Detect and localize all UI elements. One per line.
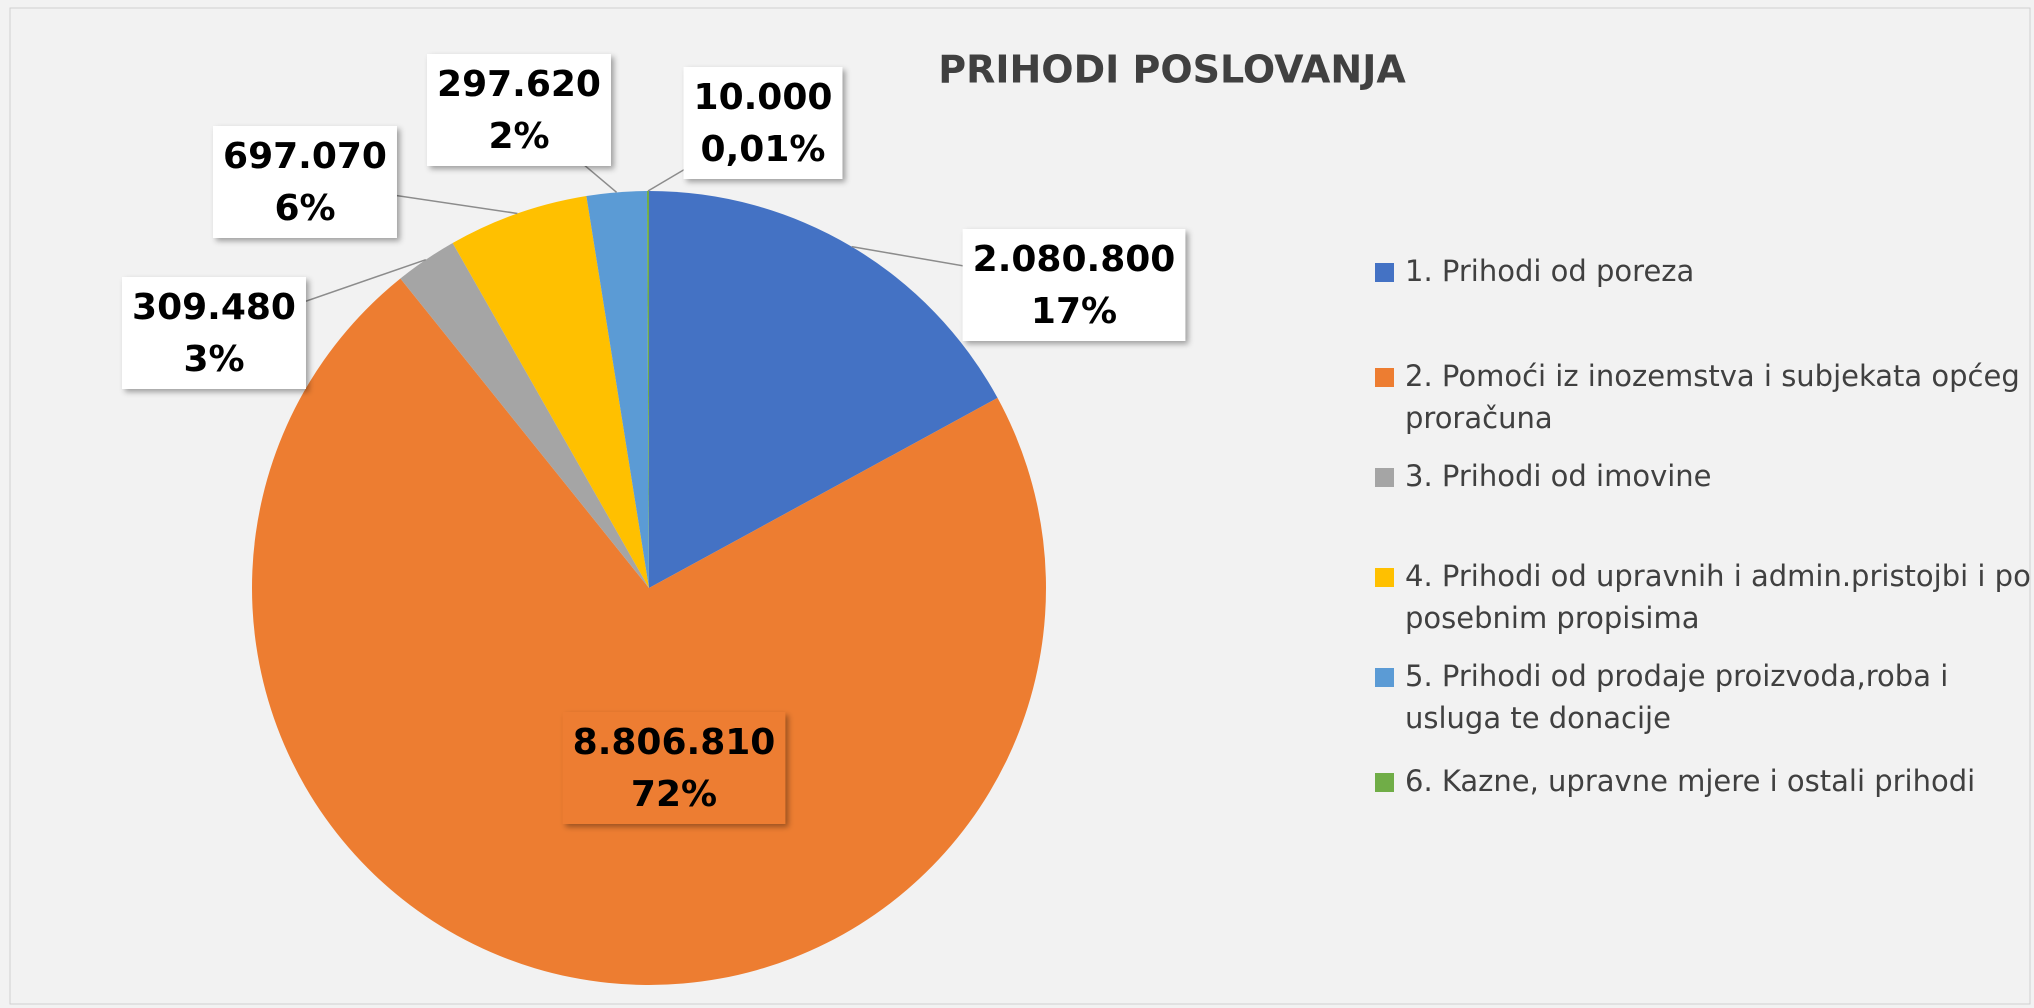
legend-swatch: [1375, 668, 1394, 687]
legend-item: 1. Prihodi od poreza: [1375, 250, 2034, 292]
legend-label: 5. Prihodi od prodaje proizvoda,roba i u…: [1405, 659, 1949, 735]
chart-title: PRIHODI POSLOVANJA: [938, 48, 1406, 92]
value-label: 10.000: [694, 77, 833, 118]
pie-slice: [646, 191, 649, 588]
value-label: 697.070: [223, 136, 387, 177]
legend-label: 4. Prihodi od upravnih i admin.pristojbi…: [1405, 559, 2031, 635]
label-box: [213, 126, 397, 238]
label-box: [122, 277, 306, 389]
label-box: [562, 712, 786, 824]
percent-label: 17%: [1031, 291, 1117, 332]
legend-swatch: [1375, 368, 1394, 387]
legend-label: 3. Prihodi od imovine: [1405, 459, 1712, 493]
pie: [251, 191, 1046, 986]
value-label: 297.620: [437, 64, 601, 105]
percent-label: 2%: [488, 116, 549, 157]
legend-item: 3. Prihodi od imovine: [1375, 455, 2034, 497]
pie-slice: [649, 191, 998, 588]
percent-label: 72%: [631, 774, 717, 815]
percent-label: 0,01%: [701, 129, 826, 170]
legend-swatch: [1375, 773, 1394, 792]
value-label: 8.806.810: [573, 722, 776, 763]
legend-item: 2. Pomoći iz inozemstva i subjekata opće…: [1375, 355, 2034, 439]
legend-item: 4. Prihodi od upravnih i admin.pristojbi…: [1375, 555, 2034, 639]
legend-label: 6. Kazne, upravne mjere i ostali prihodi: [1405, 764, 1976, 798]
pie-slice: [400, 242, 649, 588]
frame: [9, 7, 2031, 1005]
value-label: 2.080.800: [973, 239, 1176, 280]
label-box: [427, 54, 611, 166]
pie-slice: [586, 191, 649, 589]
legend-swatch: [1375, 568, 1394, 587]
legend-label: 1. Prihodi od poreza: [1405, 254, 1695, 288]
legend-swatch: [1375, 468, 1394, 487]
value-label: 309.480: [132, 287, 296, 328]
legend-swatch: [1375, 263, 1394, 282]
percent-label: 6%: [274, 188, 335, 229]
data-labels: 2.080.800 17% 8.806.810 72% 309.480 3% 697.070…: [122, 54, 1186, 824]
pie-slice: [452, 195, 649, 588]
percent-label: 3%: [183, 339, 244, 380]
legend-item: 5. Prihodi od prodaje proizvoda,roba i u…: [1375, 655, 2034, 739]
label-box: [683, 67, 843, 179]
legend-label: 2. Pomoći iz inozemstva i subjekata opće…: [1405, 359, 2020, 435]
pie-slice: [251, 278, 1046, 986]
label-box: [962, 229, 1186, 341]
legend-item: 6. Kazne, upravne mjere i ostali prihodi: [1375, 760, 2034, 802]
